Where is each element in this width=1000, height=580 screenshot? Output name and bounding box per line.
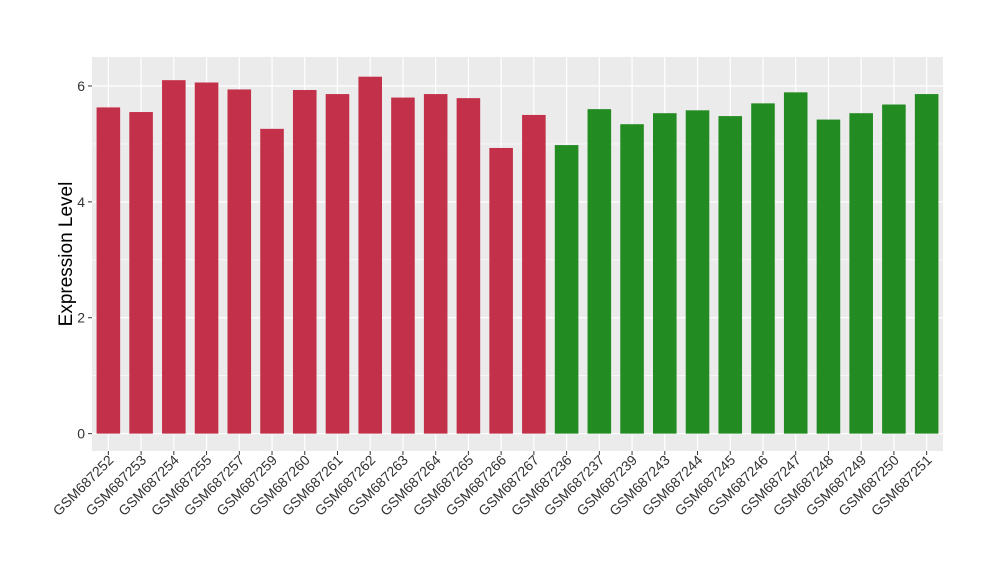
bar-GSM687255	[194, 82, 219, 434]
bar-GSM687265	[456, 98, 481, 434]
bar-GSM687252	[96, 107, 121, 434]
plot-panel	[92, 57, 943, 451]
bar-GSM687250	[882, 104, 906, 434]
y-axis: 0 2 4 6	[77, 78, 92, 442]
bar-GSM687257	[227, 89, 252, 434]
bar-GSM687253	[129, 112, 153, 434]
bar-GSM687251	[914, 94, 939, 434]
bar-GSM687263	[391, 97, 415, 434]
y-tick-label: 6	[77, 78, 85, 94]
bars	[96, 76, 939, 434]
bar-GSM687247	[783, 92, 808, 434]
bar-GSM687249	[849, 113, 873, 434]
bar-GSM687243	[653, 113, 677, 434]
x-axis: GSM687252GSM687253GSM687254GSM687255GSM6…	[50, 451, 935, 519]
y-tick-label: 4	[77, 194, 85, 210]
bar-GSM687239	[620, 124, 644, 434]
bar-GSM687260	[292, 90, 317, 434]
bar-GSM687267	[522, 114, 546, 434]
bar-GSM687264	[423, 94, 448, 434]
bar-GSM687248	[816, 119, 841, 434]
y-axis-title: Expression Level	[56, 182, 77, 327]
bar-GSM687237	[587, 109, 612, 434]
bar-GSM687236	[554, 145, 579, 434]
bar-GSM687244	[685, 110, 710, 434]
bar-GSM687245	[718, 116, 743, 434]
bar-GSM687266	[489, 147, 513, 434]
y-tick-label: 0	[77, 426, 85, 442]
bar-GSM687262	[358, 76, 382, 434]
bar-GSM687259	[260, 128, 284, 434]
bar-GSM687254	[162, 80, 186, 434]
bar-GSM687246	[751, 103, 775, 434]
bar-GSM687261	[325, 94, 350, 434]
y-tick-label: 2	[77, 310, 85, 326]
